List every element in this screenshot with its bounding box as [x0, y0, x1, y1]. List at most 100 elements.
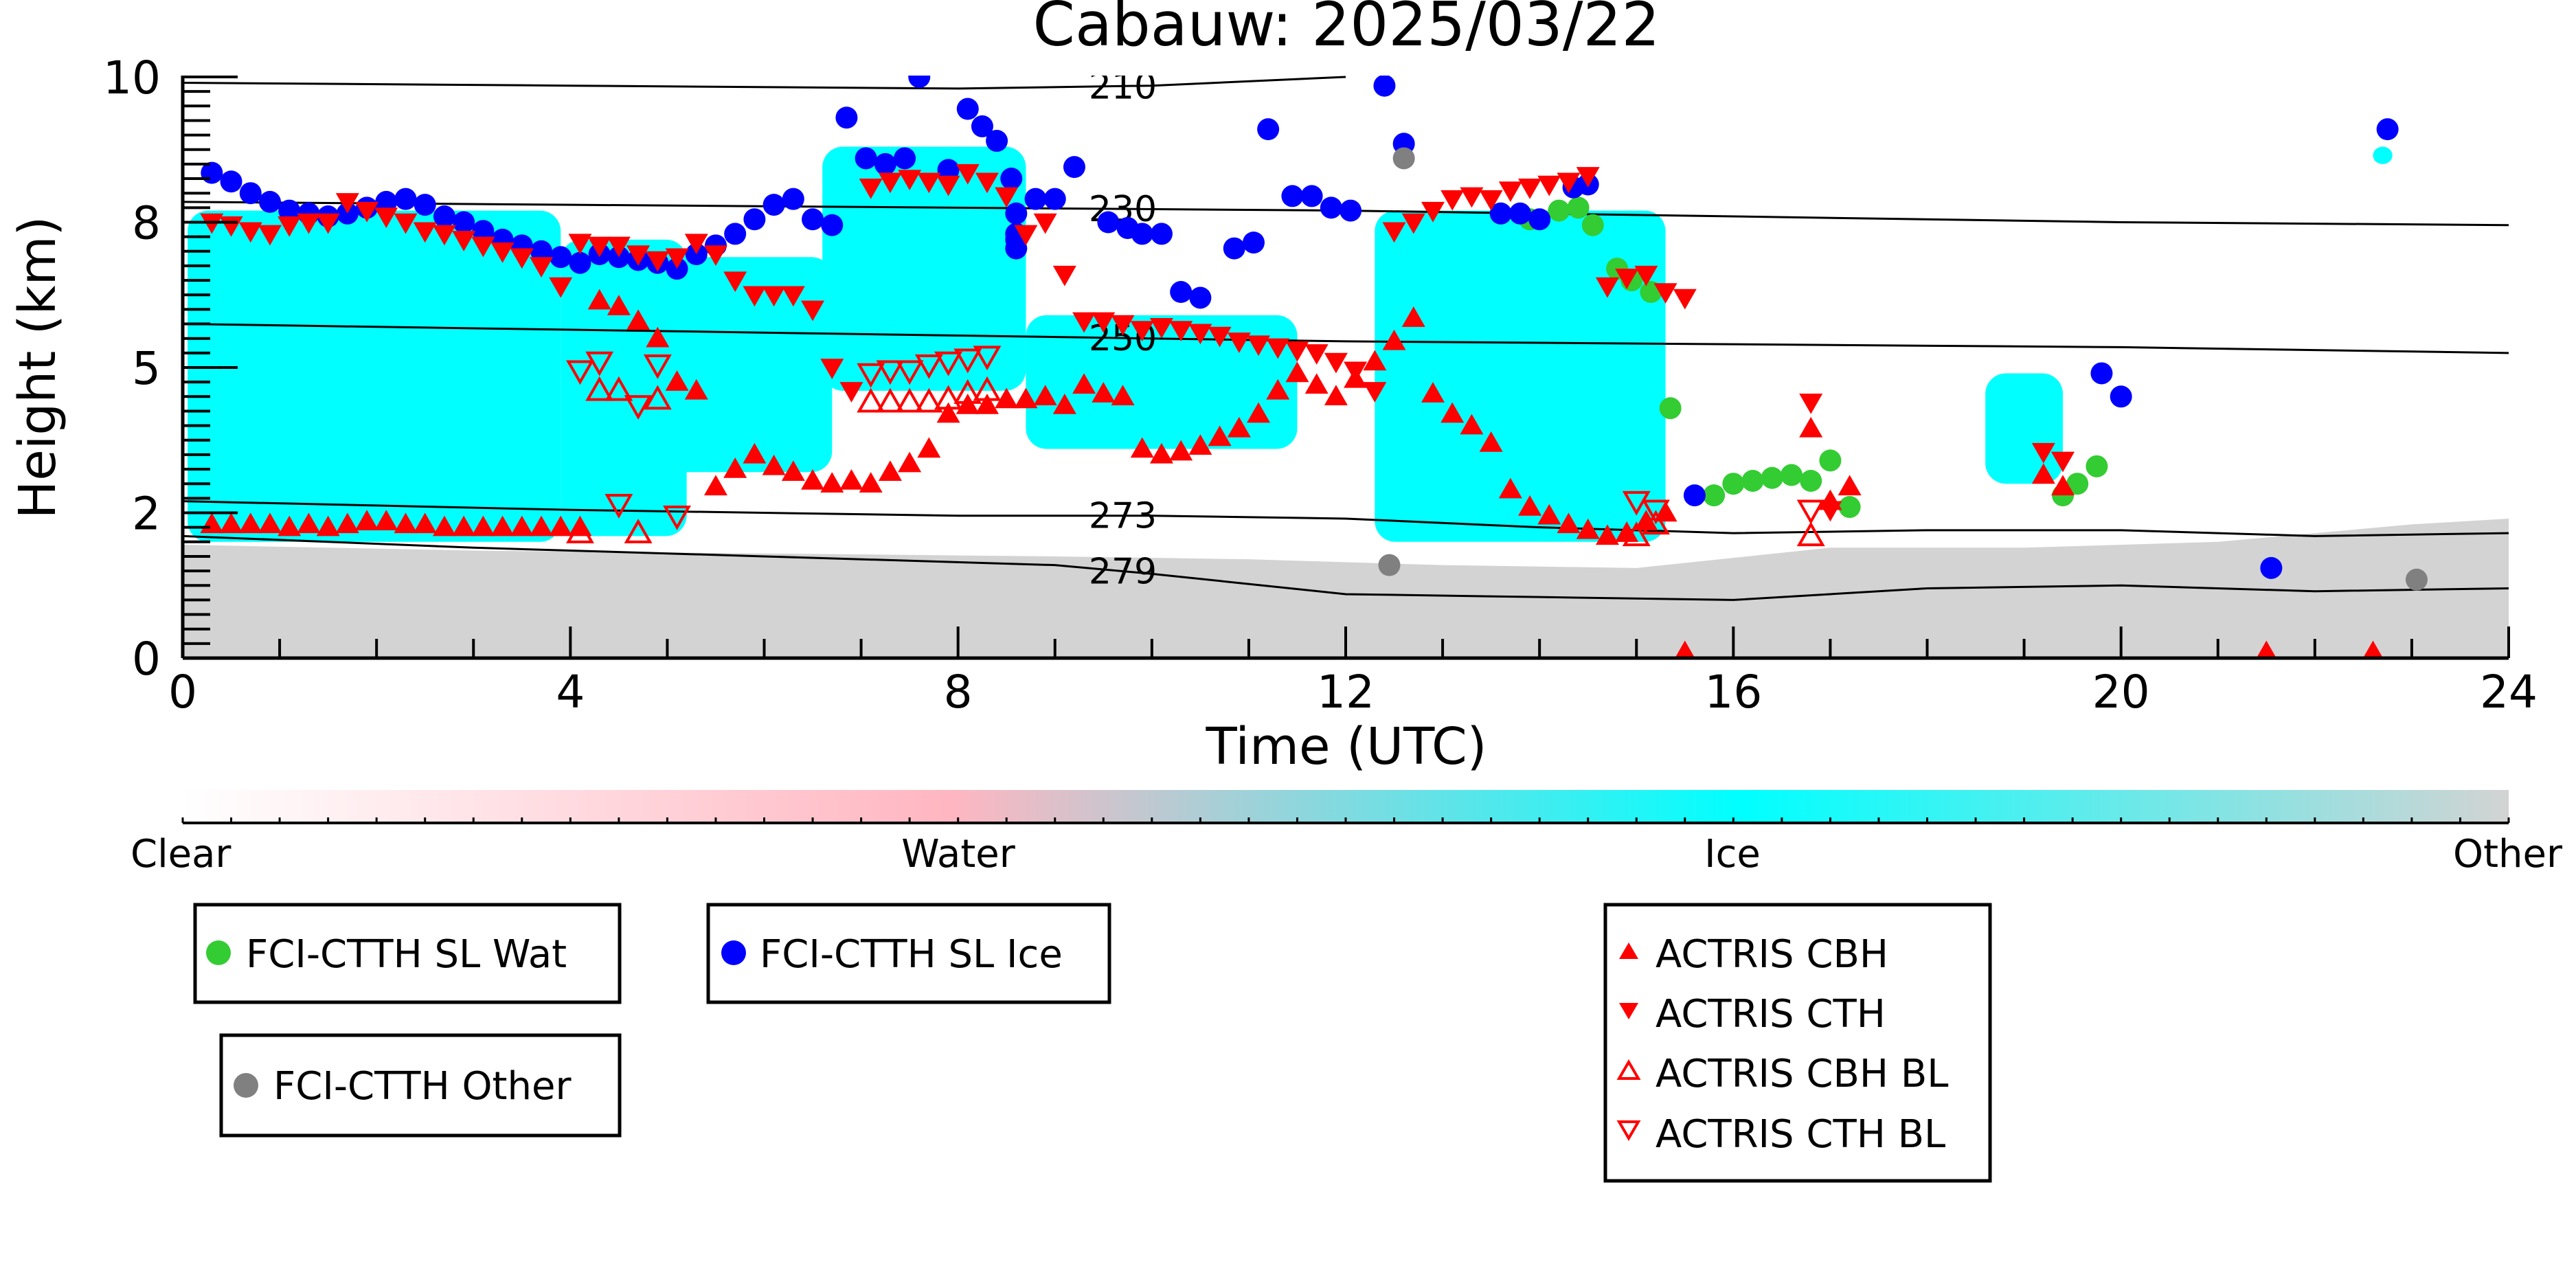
- actris-cbh-point-56: [1285, 361, 1309, 383]
- actris-cbh-bl-point-3: [624, 519, 653, 543]
- fci-ctth-sl-ice-point-27: [724, 223, 747, 245]
- actris-cth-point-11: [413, 222, 437, 243]
- actris-cbh-point-17: [530, 515, 554, 536]
- actris-cbh-point-69: [1537, 504, 1561, 525]
- fci-ctth-sl-ice-point-50: [1097, 211, 1120, 234]
- legend-actris: ACTRIS CBH ACTRIS CTH ACTRIS CBH BL ACTR…: [1603, 903, 1992, 1183]
- fci-ctth-sl-ice-point-19: [569, 251, 591, 274]
- actris-cth-bl-point-10: [934, 351, 963, 376]
- legend-cbh-bl-label: ACTRIS CBH BL: [1656, 1052, 1948, 1096]
- actris-cbh-point-4: [278, 515, 302, 536]
- actris-cth-point-80: [2051, 451, 2075, 473]
- actris-cth-point-74: [1634, 265, 1658, 286]
- ice-region-2: [589, 257, 833, 473]
- actris-cbh-point-35: [878, 460, 902, 482]
- fci-ctth-sl-ice-point-40: [971, 115, 993, 137]
- actris-cth-point-41: [995, 187, 1019, 208]
- actris-cth-point-71: [1576, 167, 1600, 188]
- fci-ctth-sl-wat-point-18: [2066, 473, 2089, 495]
- actris-cbh-point-61: [1382, 329, 1406, 350]
- actris-cbh-point-77: [1799, 416, 1823, 438]
- fci-ctth-sl-ice-point-46: [1005, 237, 1028, 260]
- actris-cth-point-22: [626, 245, 651, 267]
- actris-cth-point-42: [1014, 225, 1038, 246]
- actris-cth-bl-point-7: [876, 360, 905, 385]
- actris-cbh-point-80: [2031, 463, 2055, 484]
- fci-ctth-sl-ice-point-49: [1063, 156, 1085, 179]
- fci-ctth-sl-ice-point-70: [1683, 484, 1706, 507]
- y-tick-label-4: 10: [103, 52, 161, 104]
- actris-cbh-point-50: [1169, 440, 1193, 461]
- actris-cth-point-72: [1595, 277, 1619, 298]
- fci-ctth-sl-wat-point-8: [1659, 397, 1682, 420]
- fci-ctth-sl-ice-point-67: [1528, 208, 1551, 231]
- y-tick-label-0: 0: [132, 633, 161, 686]
- fci-ctth-sl-ice-point-72: [2110, 385, 2132, 408]
- x-tick-label-6: 24: [2480, 666, 2538, 719]
- actris-cth-bl-point-8: [895, 360, 924, 385]
- actris-cth-point-38: [936, 175, 960, 196]
- fci-ctth-sl-wat-point-16: [1838, 496, 1861, 519]
- actris-cbh-point-44: [1052, 393, 1076, 414]
- fci-ctth-sl-ice-point-12: [433, 205, 455, 228]
- actris-cth-point-15: [490, 242, 515, 263]
- actris-cth-point-56: [1285, 341, 1309, 362]
- actris-cth-bl-point-3: [624, 395, 653, 420]
- actris-cbh-point-40: [975, 393, 999, 414]
- fci-ctth-sl-ice-point-3: [258, 190, 281, 213]
- actris-cth-point-0: [200, 213, 224, 234]
- actris-cbh-point-16: [510, 515, 534, 536]
- fci-ctth-sl-ice-point-14: [472, 220, 495, 242]
- isotherm-210: [182, 76, 1346, 90]
- actris-cbh-point-66: [1479, 431, 1503, 452]
- actris-cbh-point-81: [2051, 475, 2075, 496]
- legend-wat-box: [193, 903, 622, 1004]
- actris-cth-point-21: [607, 236, 631, 258]
- actris-cth-point-61: [1382, 222, 1406, 243]
- actris-cbh-bl-point-12: [1622, 521, 1651, 547]
- actris-cth-point-7: [335, 193, 359, 214]
- fci-ctth-sl-ice-point-36: [894, 147, 916, 170]
- actris-cth-point-2: [238, 222, 262, 243]
- actris-cbh-point-45: [1072, 373, 1096, 394]
- actris-cbh-point-22: [626, 309, 651, 330]
- actris-cbh-point-46: [1092, 382, 1116, 403]
- legend-cth-bl-marker: [1616, 1120, 1641, 1141]
- ice-region-6: [1985, 373, 2064, 484]
- actris-cth-point-4: [278, 216, 302, 237]
- legend-ice-marker: [721, 940, 746, 965]
- fci-ctth-sl-ice-point-55: [1189, 286, 1212, 309]
- actris-cbh-point-20: [587, 289, 611, 310]
- fci-ctth-sl-ice-point-61: [1320, 196, 1342, 219]
- actris-cbh-point-53: [1227, 416, 1251, 438]
- fci-ctth-other-point-2: [2405, 568, 2428, 591]
- actris-cbh-bl-point-9: [934, 385, 963, 410]
- fci-ctth-sl-ice-point-39: [956, 98, 979, 120]
- actris-cth-point-28: [743, 286, 767, 307]
- actris-cbh-point-36: [898, 451, 922, 473]
- fci-ctth-sl-ice-point-62: [1340, 199, 1362, 222]
- legend-wat: FCI-CTTH SL Wat: [193, 903, 622, 1004]
- actris-cbh-point-62: [1401, 306, 1425, 327]
- actris-cth-point-75: [1653, 283, 1677, 304]
- actris-cth-point-64: [1440, 190, 1465, 211]
- actris-cbh-point-23: [646, 326, 670, 348]
- actris-cth-point-18: [549, 277, 573, 298]
- actris-cbh-point-7: [335, 512, 359, 534]
- fci-ctth-sl-ice-point-57: [1242, 231, 1265, 254]
- actris-cbh-point-65: [1460, 414, 1484, 435]
- legend-actris-box: [1603, 903, 1992, 1183]
- legend-other-marker: [234, 1073, 258, 1098]
- actris-cth-point-68: [1518, 178, 1542, 199]
- actris-cbh-point-8: [355, 510, 379, 530]
- actris-cbh-point-47: [1111, 385, 1135, 406]
- actris-cbh-point-70: [1557, 512, 1581, 534]
- fci-ctth-sl-wat-point-2: [1548, 199, 1570, 222]
- legend-cbh-label: ACTRIS CBH: [1656, 932, 1888, 977]
- fci-ctth-sl-wat-point-10: [1722, 473, 1745, 495]
- colorbar: Clear Water Ice Other: [131, 790, 2563, 877]
- actris-cth-point-44: [1052, 265, 1076, 286]
- actris-cth-point-32: [820, 359, 844, 379]
- legend-cth-marker: [1619, 1003, 1638, 1019]
- actris-cbh-point-32: [820, 472, 844, 493]
